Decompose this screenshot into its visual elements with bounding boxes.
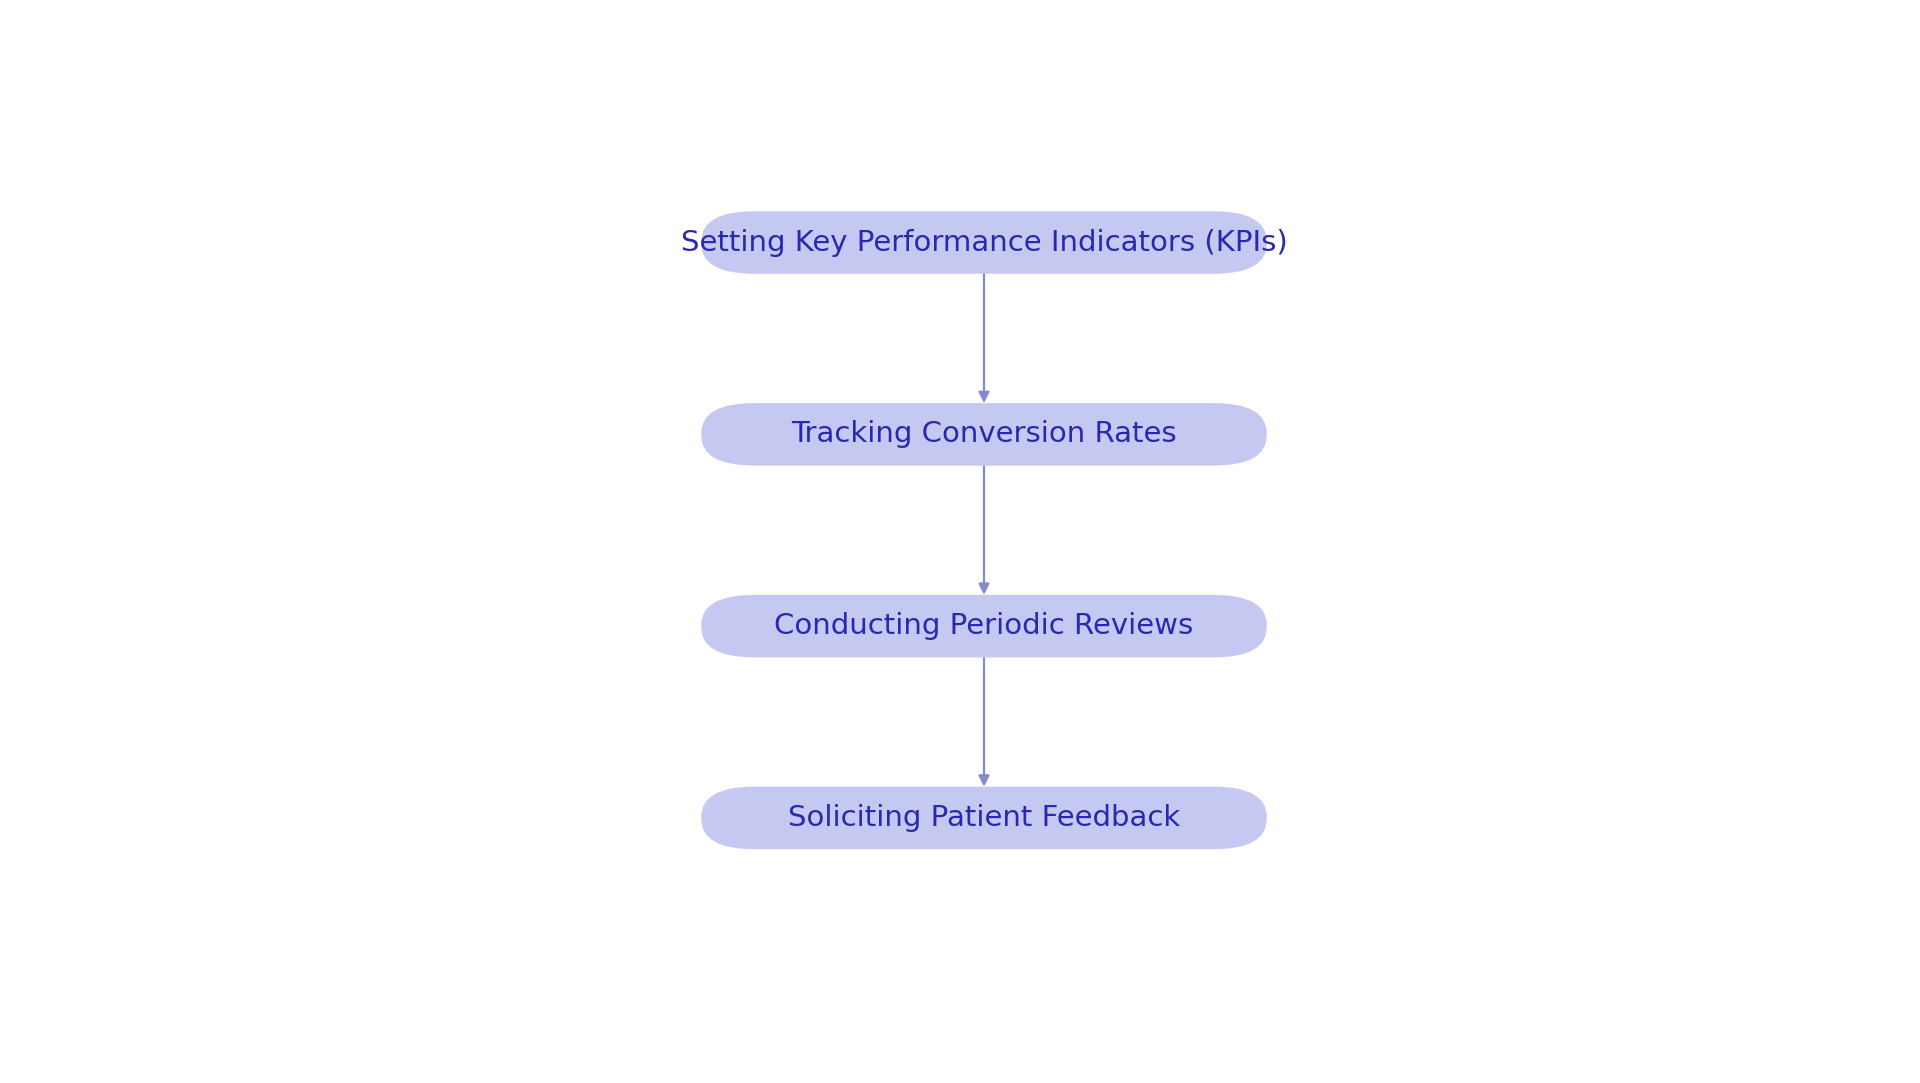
FancyBboxPatch shape xyxy=(701,786,1267,849)
Text: Tracking Conversion Rates: Tracking Conversion Rates xyxy=(791,420,1177,448)
FancyBboxPatch shape xyxy=(701,403,1267,466)
FancyBboxPatch shape xyxy=(701,211,1267,274)
Text: Conducting Periodic Reviews: Conducting Periodic Reviews xyxy=(774,612,1194,640)
Text: Soliciting Patient Feedback: Soliciting Patient Feedback xyxy=(787,804,1181,832)
FancyBboxPatch shape xyxy=(701,595,1267,657)
Text: Setting Key Performance Indicators (KPIs): Setting Key Performance Indicators (KPIs… xyxy=(680,229,1288,257)
